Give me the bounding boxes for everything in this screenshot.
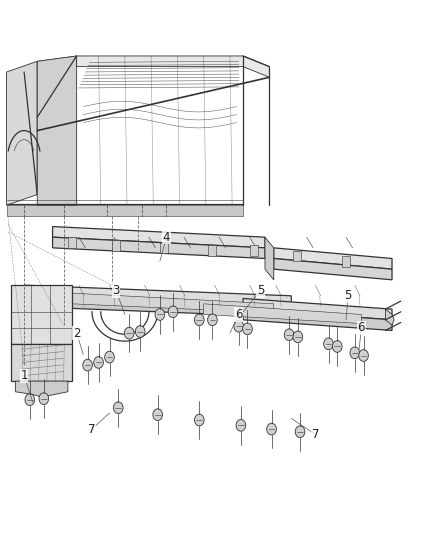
Circle shape: [94, 357, 103, 368]
Text: 5: 5: [345, 289, 352, 302]
Polygon shape: [53, 227, 265, 248]
Polygon shape: [274, 259, 392, 280]
Circle shape: [25, 394, 35, 406]
Circle shape: [234, 320, 244, 332]
Text: 2: 2: [73, 327, 81, 340]
Polygon shape: [385, 309, 394, 325]
Circle shape: [208, 314, 217, 326]
Circle shape: [284, 329, 294, 341]
Polygon shape: [15, 381, 68, 397]
Circle shape: [194, 414, 204, 426]
Text: 6: 6: [235, 308, 243, 321]
Circle shape: [243, 323, 252, 335]
Polygon shape: [265, 237, 274, 280]
Polygon shape: [243, 309, 392, 330]
Text: 7: 7: [311, 428, 319, 441]
Polygon shape: [53, 237, 265, 259]
Polygon shape: [72, 293, 274, 313]
Circle shape: [194, 314, 204, 326]
Circle shape: [293, 331, 303, 343]
Circle shape: [295, 426, 305, 438]
Polygon shape: [7, 61, 37, 205]
Polygon shape: [24, 296, 291, 317]
Polygon shape: [274, 248, 392, 269]
Circle shape: [153, 409, 162, 421]
Circle shape: [105, 351, 114, 363]
Circle shape: [135, 326, 145, 337]
Polygon shape: [37, 56, 77, 205]
Circle shape: [267, 423, 276, 435]
Circle shape: [332, 341, 342, 352]
Text: 1: 1: [20, 369, 28, 382]
Polygon shape: [342, 256, 350, 266]
Polygon shape: [68, 237, 76, 248]
Polygon shape: [37, 56, 77, 72]
Polygon shape: [250, 245, 258, 256]
Circle shape: [155, 309, 165, 320]
Polygon shape: [293, 251, 301, 261]
Text: 3: 3: [113, 284, 120, 297]
Circle shape: [39, 393, 49, 405]
Circle shape: [83, 359, 92, 371]
Polygon shape: [11, 344, 72, 381]
Circle shape: [236, 419, 246, 431]
Circle shape: [124, 327, 134, 339]
Polygon shape: [160, 243, 168, 253]
Circle shape: [168, 306, 178, 318]
Text: 6: 6: [357, 321, 365, 334]
Text: 5: 5: [257, 284, 264, 297]
Circle shape: [350, 347, 360, 359]
Polygon shape: [7, 205, 243, 216]
Polygon shape: [77, 56, 269, 77]
Polygon shape: [112, 240, 120, 251]
Polygon shape: [24, 285, 291, 306]
Polygon shape: [204, 304, 361, 324]
Circle shape: [113, 402, 123, 414]
Polygon shape: [11, 285, 72, 344]
Polygon shape: [243, 298, 392, 320]
Text: 4: 4: [162, 231, 170, 244]
Text: 7: 7: [88, 423, 96, 435]
Polygon shape: [208, 245, 216, 256]
Circle shape: [359, 350, 368, 361]
Circle shape: [324, 338, 333, 350]
